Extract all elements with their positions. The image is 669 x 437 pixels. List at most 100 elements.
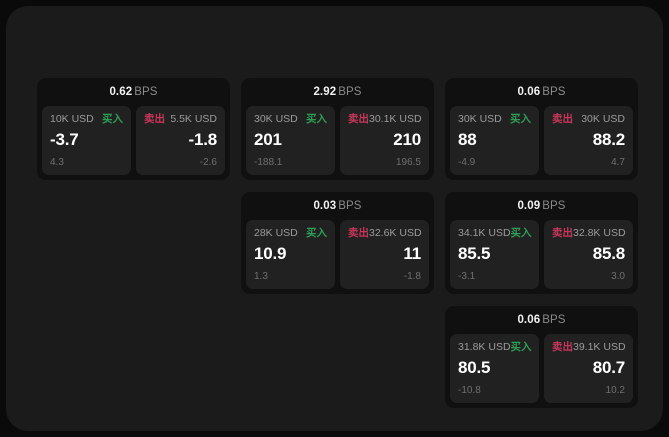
card-sides: 34.1K USD 买入 85.5 -3.1 卖出 32.8K USD 85. bbox=[450, 220, 633, 289]
buy-side[interactable]: 34.1K USD 买入 85.5 -3.1 bbox=[450, 220, 539, 289]
sell-delta: 10.2 bbox=[605, 385, 625, 396]
sell-side-header: 卖出 5.5K USD bbox=[144, 113, 217, 126]
sell-price: 88.2 bbox=[592, 130, 625, 149]
buy-size-label: 10K USD bbox=[50, 113, 94, 125]
buy-delta: -4.9 bbox=[458, 157, 476, 168]
buy-price: -3.7 bbox=[50, 130, 79, 149]
quote-card[interactable]: 2.92 BPS 30K USD 买入 201 -188.1 bbox=[241, 78, 434, 180]
bps-value: 0.06 bbox=[517, 86, 541, 98]
card-sides: 30K USD 买入 88 -4.9 卖出 30K USD 88.2 bbox=[450, 106, 633, 175]
buy-delta: 1.3 bbox=[254, 271, 268, 282]
sell-action-label: 卖出 bbox=[348, 227, 369, 239]
bps-unit: BPS bbox=[542, 86, 566, 98]
quote-card[interactable]: 0.06 BPS 31.8K USD 买入 80.5 -10.8 bbox=[445, 306, 638, 408]
sell-side-header: 卖出 32.8K USD bbox=[552, 227, 626, 240]
sell-side[interactable]: 卖出 30K USD 88.2 4.7 bbox=[544, 106, 633, 175]
bps-value: 0.06 bbox=[517, 314, 541, 326]
bps-unit: BPS bbox=[542, 200, 566, 212]
sell-side[interactable]: 卖出 39.1K USD 80.7 10.2 bbox=[544, 334, 633, 403]
sell-price: -1.8 bbox=[188, 130, 218, 149]
buy-delta: -3.1 bbox=[458, 271, 476, 282]
quote-column-3: 0.06 BPS 30K USD 买入 88 -4.9 bbox=[445, 78, 638, 408]
buy-price: 80.5 bbox=[458, 358, 491, 377]
sell-size-label: 5.5K USD bbox=[170, 113, 217, 125]
card-header: 0.62 BPS bbox=[42, 85, 225, 106]
buy-side-header: 34.1K USD 买入 bbox=[458, 227, 532, 240]
sell-price: 11 bbox=[403, 244, 421, 263]
bps-value: 0.09 bbox=[517, 200, 541, 212]
sell-delta: 196.5 bbox=[395, 157, 421, 168]
card-header: 0.03 BPS bbox=[246, 199, 429, 220]
bps-unit: BPS bbox=[338, 200, 362, 212]
card-sides: 31.8K USD 买入 80.5 -10.8 卖出 39.1K USD 80 bbox=[450, 334, 633, 403]
sell-action-label: 卖出 bbox=[552, 113, 573, 125]
sell-price: 85.8 bbox=[592, 244, 625, 263]
bps-value: 0.62 bbox=[109, 86, 133, 98]
buy-delta: 4.3 bbox=[50, 157, 64, 168]
buy-price: 85.5 bbox=[458, 244, 491, 263]
card-sides: 10K USD 买入 -3.7 4.3 卖出 5.5K USD -1.8 bbox=[42, 106, 225, 175]
buy-price: 88 bbox=[458, 130, 477, 149]
bps-unit: BPS bbox=[542, 314, 566, 326]
buy-side[interactable]: 30K USD 买入 201 -188.1 bbox=[246, 106, 335, 175]
buy-side-header: 31.8K USD 买入 bbox=[458, 341, 532, 354]
buy-price: 201 bbox=[254, 130, 282, 149]
buy-action-label: 买入 bbox=[510, 341, 532, 353]
sell-delta: -2.6 bbox=[199, 157, 217, 168]
card-header: 0.06 BPS bbox=[450, 313, 633, 334]
sell-size-label: 30K USD bbox=[581, 113, 625, 125]
sell-action-label: 卖出 bbox=[144, 113, 165, 125]
sell-side-header: 卖出 32.6K USD bbox=[348, 227, 422, 240]
sell-side-header: 卖出 30.1K USD bbox=[348, 113, 422, 126]
sell-side-header: 卖出 39.1K USD bbox=[552, 341, 626, 354]
sell-side[interactable]: 卖出 30.1K USD 210 196.5 bbox=[340, 106, 429, 175]
bps-unit: BPS bbox=[134, 86, 158, 98]
buy-action-label: 买入 bbox=[510, 227, 532, 239]
bps-unit: BPS bbox=[338, 86, 362, 98]
sell-price: 210 bbox=[393, 130, 421, 149]
buy-side-header: 10K USD 买入 bbox=[50, 113, 123, 126]
sell-side[interactable]: 卖出 5.5K USD -1.8 -2.6 bbox=[136, 106, 225, 175]
buy-side[interactable]: 10K USD 买入 -3.7 4.3 bbox=[42, 106, 131, 175]
sell-action-label: 卖出 bbox=[348, 113, 369, 125]
buy-side[interactable]: 31.8K USD 买入 80.5 -10.8 bbox=[450, 334, 539, 403]
buy-size-label: 28K USD bbox=[254, 227, 298, 239]
bps-value: 2.92 bbox=[313, 86, 337, 98]
buy-side[interactable]: 30K USD 买入 88 -4.9 bbox=[450, 106, 539, 175]
sell-size-label: 39.1K USD bbox=[573, 341, 626, 353]
quotes-panel: 0.62 BPS 10K USD 买入 -3.7 4.3 bbox=[6, 6, 663, 431]
buy-action-label: 买入 bbox=[102, 113, 123, 125]
buy-action-label: 买入 bbox=[510, 113, 531, 125]
buy-price: 10.9 bbox=[254, 244, 287, 263]
sell-size-label: 32.8K USD bbox=[573, 227, 626, 239]
buy-size-label: 34.1K USD bbox=[458, 227, 511, 239]
buy-side-header: 30K USD 买入 bbox=[458, 113, 531, 126]
quote-column-2: 2.92 BPS 30K USD 买入 201 -188.1 bbox=[241, 78, 434, 294]
card-sides: 30K USD 买入 201 -188.1 卖出 30.1K USD 210 bbox=[246, 106, 429, 175]
card-header: 2.92 BPS bbox=[246, 85, 429, 106]
buy-side[interactable]: 28K USD 买入 10.9 1.3 bbox=[246, 220, 335, 289]
sell-side[interactable]: 卖出 32.6K USD 11 -1.8 bbox=[340, 220, 429, 289]
quote-card[interactable]: 0.06 BPS 30K USD 买入 88 -4.9 bbox=[445, 78, 638, 180]
buy-delta: -188.1 bbox=[254, 157, 283, 168]
sell-price: 80.7 bbox=[592, 358, 625, 377]
sell-size-label: 32.6K USD bbox=[369, 227, 422, 239]
sell-side[interactable]: 卖出 32.8K USD 85.8 3.0 bbox=[544, 220, 633, 289]
sell-action-label: 卖出 bbox=[552, 227, 573, 239]
buy-size-label: 30K USD bbox=[458, 113, 502, 125]
quote-card[interactable]: 0.03 BPS 28K USD 买入 10.9 1.3 bbox=[241, 192, 434, 294]
quote-columns: 0.62 BPS 10K USD 买入 -3.7 4.3 bbox=[37, 78, 638, 408]
buy-action-label: 买入 bbox=[306, 227, 327, 239]
card-header: 0.06 BPS bbox=[450, 85, 633, 106]
buy-delta: -10.8 bbox=[458, 385, 481, 396]
quote-card[interactable]: 0.09 BPS 34.1K USD 买入 85.5 -3.1 bbox=[445, 192, 638, 294]
sell-size-label: 30.1K USD bbox=[369, 113, 422, 125]
buy-size-label: 30K USD bbox=[254, 113, 298, 125]
buy-side-header: 28K USD 买入 bbox=[254, 227, 327, 240]
quote-card[interactable]: 0.62 BPS 10K USD 买入 -3.7 4.3 bbox=[37, 78, 230, 180]
sell-side-header: 卖出 30K USD bbox=[552, 113, 625, 126]
sell-action-label: 卖出 bbox=[552, 341, 573, 353]
card-sides: 28K USD 买入 10.9 1.3 卖出 32.6K USD 11 bbox=[246, 220, 429, 289]
buy-action-label: 买入 bbox=[306, 113, 327, 125]
